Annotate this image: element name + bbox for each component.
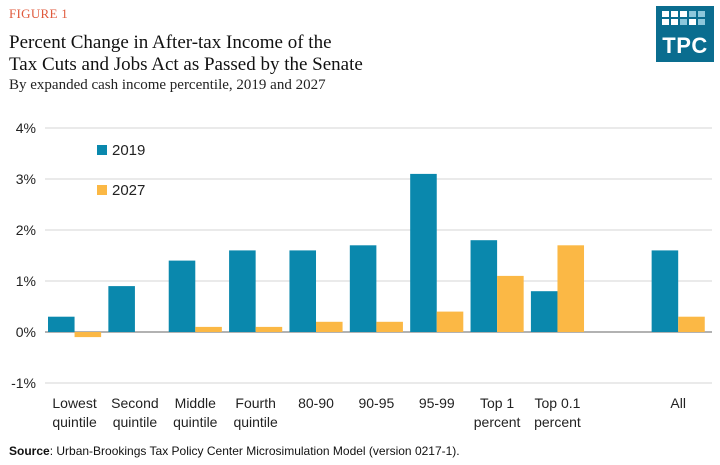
chart-subtitle: By expanded cash income percentile, 2019… — [9, 77, 326, 93]
x-tick-label: Lowest — [52, 395, 96, 411]
y-tick-label: -1% — [11, 375, 36, 391]
x-tick-label: 80-90 — [298, 395, 334, 411]
chart-title-line-1: Percent Change in After-tax Income of th… — [9, 32, 332, 53]
x-tick-label: percent — [474, 414, 521, 430]
x-tick-label: Middle — [175, 395, 216, 411]
y-tick-label: 4% — [16, 120, 36, 136]
legend-swatch-2027 — [97, 185, 107, 195]
chart-title: Percent Change in After-tax Income of th… — [9, 32, 569, 76]
x-tick-label: Top 0.1 — [535, 395, 581, 411]
legend-swatch-2019 — [97, 145, 107, 155]
x-tick-label: All — [670, 395, 686, 411]
bar-2019-8 — [530, 291, 558, 332]
bar-2019-6 — [410, 173, 437, 332]
y-tick-label: 3% — [16, 171, 36, 187]
y-tick-label: 0% — [16, 324, 36, 340]
bar-2019-10 — [651, 250, 679, 332]
bar-2019-5 — [349, 245, 377, 332]
bar-2027-4 — [316, 321, 343, 332]
x-tick-label: quintile — [113, 414, 158, 430]
x-tick-label: quintile — [233, 414, 278, 430]
bar-2027-0 — [74, 332, 102, 338]
bar-2019-1 — [108, 286, 135, 332]
x-tick-label: percent — [534, 414, 581, 430]
x-tick-label: 90-95 — [358, 395, 394, 411]
bar-2019-2 — [168, 260, 196, 332]
x-tick-label: Top 1 — [480, 395, 514, 411]
bar-2019-3 — [229, 250, 256, 332]
figure-label: FIGURE 1 — [9, 6, 69, 21]
chart-title-line-2: Tax Cuts and Jobs Act as Passed by the S… — [9, 54, 363, 75]
source-text: : Urban-Brookings Tax Policy Center Micr… — [49, 444, 460, 458]
bar-2019-0 — [48, 316, 75, 332]
tpc-logo: TPC — [656, 6, 714, 62]
bar-2027-7 — [497, 275, 524, 332]
bar-2027-2 — [195, 326, 222, 332]
source-label: Source — [9, 444, 50, 458]
bar-2027-10 — [678, 316, 705, 332]
x-tick-label: 95-99 — [419, 395, 455, 411]
x-tick-label: quintile — [52, 414, 97, 430]
y-tick-label: 2% — [16, 222, 36, 238]
x-tick-label: quintile — [173, 414, 218, 430]
x-tick-label: Fourth — [235, 395, 275, 411]
bar-2027-5 — [376, 321, 403, 332]
legend-label-2019: 2019 — [112, 142, 145, 159]
bar-2027-8 — [557, 245, 585, 332]
bar-2019-4 — [289, 250, 317, 332]
logo-text: TPC — [662, 33, 708, 58]
bar-2019-7 — [470, 240, 498, 332]
bar-chart: 4% 3% 2% 1% 0% -1% Lowest quintile Second quintil… — [11, 120, 712, 430]
bar-2027-3 — [255, 326, 283, 332]
y-tick-label: 1% — [16, 273, 36, 289]
x-tick-label: Second — [111, 395, 158, 411]
legend-label-2027: 2027 — [112, 182, 145, 199]
logo-grid-icon — [662, 11, 705, 25]
source-note: Source: Urban-Brookings Tax Policy Cente… — [9, 444, 460, 458]
bar-2027-6 — [436, 311, 464, 332]
